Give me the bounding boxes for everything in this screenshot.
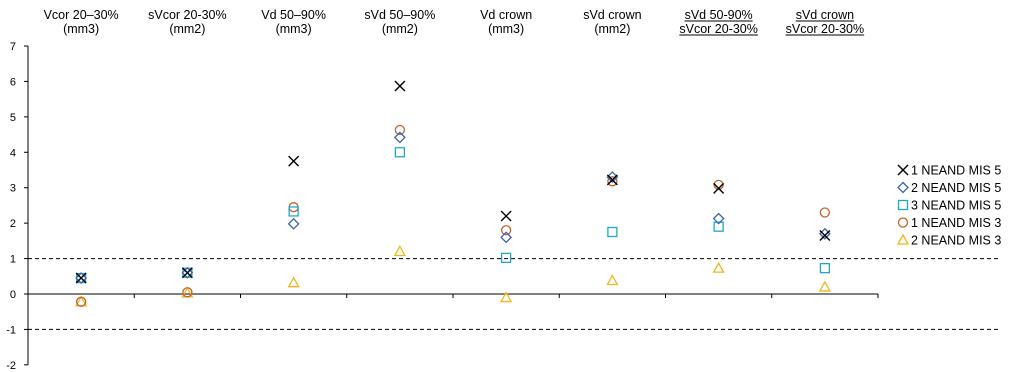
category-label: (mm2): [382, 22, 418, 36]
data-point: [606, 171, 619, 184]
data-point: [288, 155, 300, 167]
legend-marker: [897, 164, 909, 176]
data-point: [819, 207, 831, 218]
y-tick-label: -1: [6, 324, 16, 336]
category-label: Vcor 20–30%: [44, 8, 119, 22]
y-tick-label: 1: [10, 254, 16, 266]
category-label: sVcor 20-30%: [148, 8, 227, 22]
legend-label: 1 NEAND MIS 5: [911, 164, 1001, 178]
data-point: [500, 291, 513, 303]
data-point: [75, 296, 87, 307]
data-point: [393, 245, 406, 257]
y-tick-label: 3: [10, 183, 16, 195]
y-tick-label: -2: [6, 360, 16, 372]
category-label: sVd 50-90%: [685, 8, 753, 22]
data-point: [75, 272, 87, 284]
category-label: sVcor 20-30%: [786, 22, 865, 36]
legend-label: 2 NEAND MIS 5: [911, 181, 1001, 195]
data-point: [500, 231, 513, 244]
data-point: [500, 210, 512, 222]
category-label: sVcor 20-30%: [679, 22, 758, 36]
marker-stroke: [897, 164, 909, 176]
category-label: (mm3): [63, 22, 99, 36]
data-point: [287, 276, 300, 288]
data-point: [182, 287, 193, 298]
legend-marker: [897, 217, 909, 228]
data-point: [181, 267, 193, 279]
category-label: sVd 50–90%: [364, 8, 435, 22]
data-point: [712, 261, 725, 273]
data-point: [393, 131, 406, 144]
data-point: [818, 227, 831, 240]
y-tick-label: 0: [10, 289, 16, 301]
category-label: Vd crown: [480, 8, 532, 22]
data-point: [181, 266, 194, 279]
y-tick-label: 4: [10, 147, 16, 159]
category-label: (mm3): [276, 22, 312, 36]
marker-stroke: [500, 210, 512, 222]
data-point: [607, 226, 618, 238]
y-tick-label: 7: [10, 41, 16, 53]
category-label: sVd crown: [583, 8, 641, 22]
marker-stroke: [288, 155, 300, 167]
marker-stroke: [75, 272, 87, 284]
category-label: Vd 50–90%: [261, 8, 326, 22]
reference-lines: [28, 258, 1000, 330]
category-label: sVd crown: [796, 8, 854, 22]
legend-label: 2 NEAND MIS 3: [911, 234, 1001, 248]
data-point: [606, 274, 619, 286]
data-point: [819, 230, 831, 242]
marker-stroke: [606, 174, 618, 186]
data-point: [500, 225, 512, 236]
marker-stroke: [181, 267, 193, 279]
data-point: [712, 212, 725, 225]
legend: 1 NEAND MIS 5 2 NEAND MIS 5 3 NEAND MIS 5 1…: [896, 164, 1001, 248]
data-point: [606, 174, 618, 186]
legend-marker: [897, 199, 909, 211]
axes: -2 -1 0 1 2 3 4 5 6 7: [6, 41, 879, 372]
data-point: [394, 80, 406, 92]
data-point: [288, 206, 299, 217]
data-points: [75, 80, 831, 307]
data-point: [394, 147, 406, 158]
marker-stroke: [394, 80, 406, 92]
marker-stroke: [713, 182, 725, 194]
category-label: (mm2): [594, 22, 630, 36]
data-point: [500, 252, 512, 264]
y-tick-label: 2: [10, 218, 16, 230]
data-point: [607, 176, 618, 187]
data-point: [394, 124, 406, 136]
data-point: [713, 221, 724, 232]
data-point: [819, 262, 831, 274]
legend-marker: [896, 233, 910, 245]
legend-marker: [897, 181, 909, 194]
y-tick-label: 6: [10, 76, 16, 88]
data-point: [287, 217, 300, 230]
category-label: (mm2): [169, 22, 205, 36]
data-point: [75, 272, 88, 284]
category-labels: Vcor 20–30%(mm3)sVcor 20-30%(mm2)Vd 50–9…: [44, 8, 865, 36]
data-point: [713, 182, 725, 194]
legend-label: 1 NEAND MIS 3: [911, 216, 1001, 230]
marker-stroke: [819, 230, 831, 242]
y-tick-label: 5: [10, 112, 16, 124]
category-label: (mm3): [488, 22, 524, 36]
data-point: [818, 280, 831, 292]
legend-label: 3 NEAND MIS 5: [911, 199, 1001, 213]
